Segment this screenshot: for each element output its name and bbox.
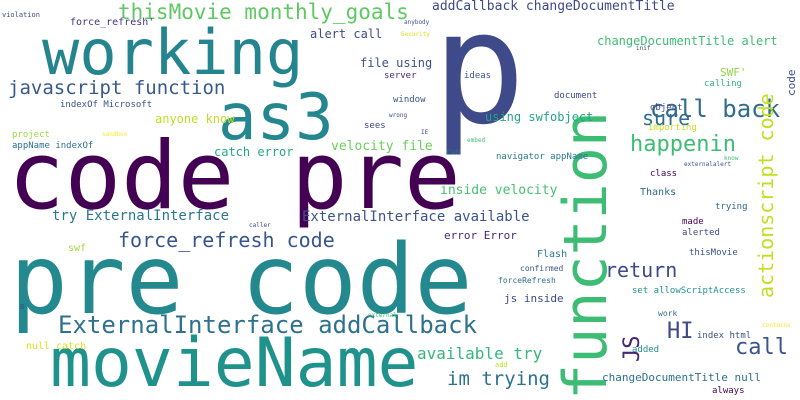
word-call-back: call back xyxy=(650,95,781,123)
word-js-inside: js inside xyxy=(504,292,564,305)
word-appName-indexOf: appName indexOf xyxy=(12,141,94,151)
word-violation: violation xyxy=(2,11,40,19)
word-call: call xyxy=(735,335,788,360)
word-always: always xyxy=(712,386,745,396)
word-class: class xyxy=(650,169,678,179)
word-indexOf-Microsoft: indexOf Microsoft xyxy=(60,100,153,110)
word-changeDocumentTitle-null: changeDocumentTitle null xyxy=(602,371,761,384)
word-code-vertical: code xyxy=(785,69,798,97)
word-code-pre: code pre xyxy=(8,122,461,231)
word-swf: swf xyxy=(68,243,87,254)
word-importing: importing xyxy=(648,123,697,133)
word-happenin: happenin xyxy=(630,132,736,157)
word-added: added xyxy=(632,345,660,355)
word-HI: HI xyxy=(667,319,694,344)
word-force_refresh-code: force_refresh code xyxy=(118,228,335,252)
word-thisMovie-monthly_goals: thisMovie monthly_goals xyxy=(118,0,409,24)
word-Security: Security xyxy=(401,31,430,38)
word-inside-velocity: inside velocity xyxy=(440,183,558,198)
word-calling: calling xyxy=(704,79,742,89)
word-IE: IE xyxy=(421,129,429,136)
word-catch-error: catch error xyxy=(214,145,294,159)
word-working: working xyxy=(42,16,304,89)
word-alert-call: alert call xyxy=(310,27,383,41)
word-trying: trying xyxy=(715,202,748,212)
word-project: project xyxy=(12,130,50,140)
word-try-ExternalInterface: try ExternalInterface xyxy=(52,208,230,224)
word-return: return xyxy=(605,258,678,282)
word-file-using: file using xyxy=(360,56,433,70)
word-p: p xyxy=(432,0,526,159)
word-contains: contains xyxy=(762,322,791,329)
word-sees: sees xyxy=(364,121,386,131)
word-sure: sure xyxy=(642,106,691,130)
word-inif: inif xyxy=(636,45,651,52)
word-externalalert: externalalert xyxy=(684,161,731,168)
word-embed: embed xyxy=(467,137,486,144)
word-im-trying: im trying xyxy=(447,368,550,390)
word-Thanks: Thanks xyxy=(640,187,677,198)
word-forceRefresh: forceRefresh xyxy=(498,276,556,285)
word-ideas: ideas xyxy=(464,71,492,81)
word-anybody: anybody xyxy=(404,19,430,26)
word-pre-code: pre code xyxy=(10,224,473,336)
word-null-catch: null catch xyxy=(26,341,87,352)
word-ExternalInterface-available: ExternalInterface available xyxy=(302,209,530,225)
word-add: add xyxy=(495,361,508,369)
word-movieName: movieName xyxy=(50,324,419,400)
word-document: document xyxy=(554,91,598,101)
word-velocity-file: velocity file xyxy=(331,139,433,154)
word-alerted: alerted xyxy=(682,228,720,238)
word-changeDocumentTitle-alert: changeDocumentTitle alert xyxy=(597,34,778,48)
word-error-Error: error Error xyxy=(444,229,517,242)
word-ExternalInterface-addCallback: ExternalInterface addCallback xyxy=(58,311,478,339)
word-server: server xyxy=(384,71,417,81)
word-available-try: available try xyxy=(417,344,543,363)
word-run: run xyxy=(446,147,461,156)
word-B: B xyxy=(20,303,25,311)
word-addCallback-changeDocumentTitle: addCallback changeDocumentTitle xyxy=(432,0,675,14)
word-SWF: SWF' xyxy=(720,66,747,79)
word-javascript-function: javascript function xyxy=(8,77,226,99)
word-made: made xyxy=(682,217,704,227)
word-Flash: Flash xyxy=(537,249,568,260)
word-wrong: wrong xyxy=(389,112,408,119)
word-confirmed: confirmed xyxy=(520,264,564,273)
word-window: window xyxy=(393,95,426,105)
word-sandbox: sandbox xyxy=(102,131,128,138)
word-index-html: index html xyxy=(697,331,752,341)
word-anyone-know: anyone know xyxy=(155,112,235,126)
word-know: know xyxy=(724,155,739,162)
word-work: work xyxy=(658,309,678,318)
word-force_refresh-quote: force_refresh' xyxy=(70,17,155,28)
word-as3: as3 xyxy=(218,81,334,155)
word-set-allowScriptAccess: set allowScriptAccess xyxy=(632,286,746,296)
word-using-swfobject: using swfobject xyxy=(485,110,594,124)
word-actionscript-code: actionscript code xyxy=(754,93,778,298)
word-object: object xyxy=(650,103,683,113)
word-external: external xyxy=(368,312,397,319)
word-thisMovie: thisMovie xyxy=(689,248,738,258)
word-navigator-appName: navigator appName xyxy=(496,152,589,162)
word-caller: caller xyxy=(249,222,271,229)
